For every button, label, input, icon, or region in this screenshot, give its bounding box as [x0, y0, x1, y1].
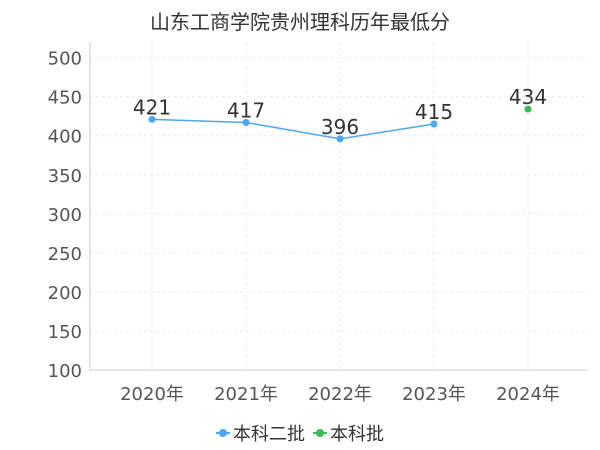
legend-label: 本科二批 [233, 424, 305, 445]
data-point [336, 135, 344, 143]
legend-item[interactable]: 本科批 [313, 420, 384, 446]
data-label: 396 [321, 115, 359, 139]
legend-item[interactable]: 本科二批 [216, 420, 305, 446]
y-tick-label: 100 [48, 361, 82, 382]
data-point [524, 105, 532, 113]
x-tick-label: 2021年 [214, 384, 278, 405]
data-label: 421 [133, 95, 171, 119]
y-tick-label: 300 [48, 205, 82, 226]
x-tick-label: 2023年 [402, 384, 466, 405]
x-tick-label: 2024年 [496, 384, 560, 405]
y-tick-label: 450 [48, 88, 82, 109]
data-label: 417 [227, 98, 265, 122]
legend-marker-icon [313, 428, 327, 438]
x-tick-label: 2022年 [308, 384, 372, 405]
chart-title: 山东工商学院贵州理科历年最低分 [150, 10, 450, 34]
y-tick-label: 250 [48, 244, 82, 265]
y-tick-label: 400 [48, 127, 82, 148]
legend: 本科二批 本科批 [0, 420, 600, 446]
y-tick-label: 150 [48, 322, 82, 343]
legend-marker-icon [216, 428, 230, 438]
data-point [430, 120, 438, 128]
series-line-0 [151, 118, 435, 140]
data-label: 415 [415, 100, 453, 124]
data-label: 434 [509, 85, 547, 109]
y-tick-label: 500 [48, 49, 82, 70]
y-tick-label: 350 [48, 166, 82, 187]
x-tick-label: 2020年 [120, 384, 184, 405]
data-point [242, 118, 250, 126]
legend-label: 本科批 [330, 424, 384, 445]
y-tick-label: 200 [48, 283, 82, 304]
data-point [148, 115, 156, 123]
